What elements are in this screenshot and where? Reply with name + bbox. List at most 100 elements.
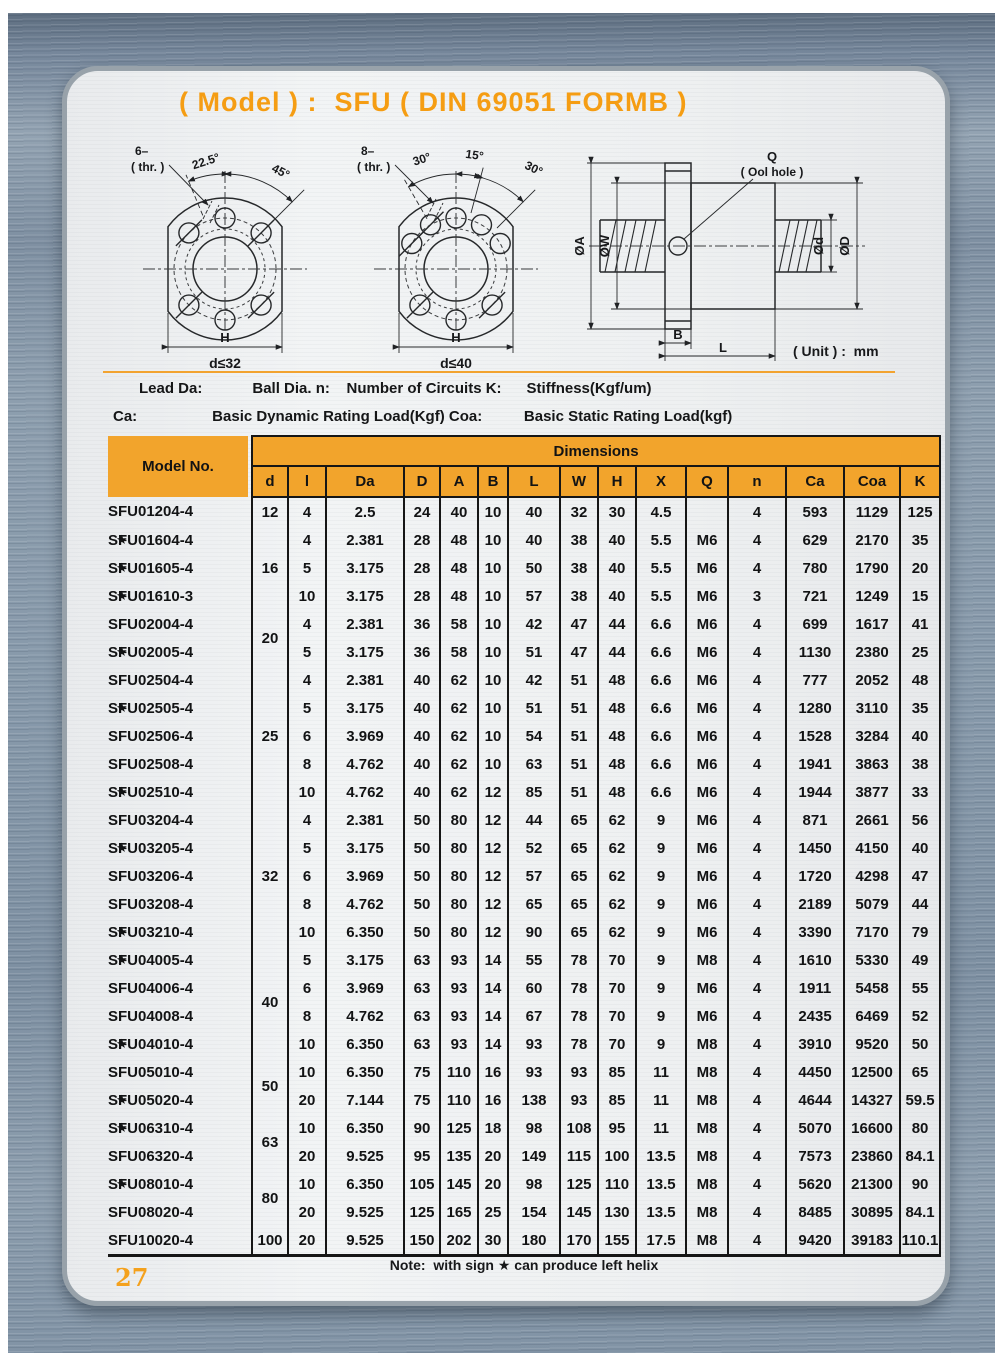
cell-Da: 4.762 <box>325 890 404 918</box>
cell-X: 6.6 <box>635 666 686 694</box>
cell-Coa: 5079 <box>843 890 900 918</box>
cell-Coa: 2661 <box>843 806 900 834</box>
cell-l: 8 <box>287 890 326 918</box>
cell-l: 6 <box>287 974 326 1002</box>
cell-l: 4 <box>287 526 326 554</box>
d-max-label: d≤40 <box>440 355 472 371</box>
cell-Ca: 9420 <box>785 1226 844 1257</box>
cell-L: 180 <box>507 1226 560 1257</box>
model-number: SFU02004-4 <box>108 615 194 633</box>
column-header-H: H <box>597 465 637 498</box>
cell-L: 98 <box>507 1170 560 1198</box>
left-helix-star-icon: ★ <box>116 1036 128 1051</box>
cell-Ca: 1450 <box>785 834 844 862</box>
cell-Ca: 5070 <box>785 1114 844 1142</box>
cell-A: 93 <box>439 946 478 974</box>
cell-Q: M6 <box>685 694 728 722</box>
cell-H: 40 <box>597 526 636 554</box>
model-number: SFU02505-4 <box>108 699 194 717</box>
cell-n: 4 <box>727 694 786 722</box>
cell-Ca: 629 <box>785 526 844 554</box>
cell-D: 40 <box>403 666 440 694</box>
model-cell: ★ SFU02005-4 <box>108 638 248 666</box>
cell-D: 40 <box>403 778 440 806</box>
cell-L: 54 <box>507 722 560 750</box>
cell-Ca: 777 <box>785 666 844 694</box>
cell-Da: 3.969 <box>325 974 404 1002</box>
model-number: SFU04006-4 <box>108 979 194 997</box>
cell-l: 5 <box>287 638 326 666</box>
model-cell: ★ SFU03205-4 <box>108 834 248 862</box>
gap-cell <box>248 778 252 806</box>
cell-H: 130 <box>597 1198 636 1226</box>
cell-D: 36 <box>403 638 440 666</box>
cell-D: 105 <box>403 1170 440 1198</box>
cell-K: 65 <box>898 1058 942 1086</box>
cell-Ca: 593 <box>785 497 844 526</box>
table-row: SFU04008-4 8 4.762 63 93 14 67 78 70 9 M6 4 2435 6469… <box>108 1002 942 1030</box>
cell-H: 40 <box>597 554 636 582</box>
cell-Coa: 2380 <box>843 638 900 666</box>
left-helix-star-icon: ★ <box>116 924 128 939</box>
cell-Q: M6 <box>685 722 728 750</box>
model-cell: ★ SFU04010-4 <box>108 1030 248 1058</box>
cell-X: 9 <box>635 974 686 1002</box>
footnote: Note: with sign ★ can produce left helix <box>389 1257 659 1273</box>
cell-Da: 9.525 <box>325 1198 404 1226</box>
cell-L: 63 <box>507 750 560 778</box>
cell-K: 79 <box>898 918 942 946</box>
cell-Coa: 3110 <box>843 694 900 722</box>
cell-l: 5 <box>287 946 326 974</box>
column-header-Q: Q <box>685 465 729 498</box>
cell-Coa: 1790 <box>843 554 900 582</box>
cell-Ca: 1720 <box>785 862 844 890</box>
cell-W: 51 <box>559 750 598 778</box>
column-header-X: X <box>635 465 687 498</box>
cell-Coa: 1617 <box>843 610 900 638</box>
model-number: SFU01204-4 <box>108 503 194 520</box>
cell-n: 4 <box>727 750 786 778</box>
cell-Da: 4.762 <box>325 778 404 806</box>
gap-cell <box>248 694 252 722</box>
angle-15-label: 15° <box>465 147 485 163</box>
cell-Q: M8 <box>685 1030 728 1058</box>
table-row: SFU03204-4 32 4 2.381 50 80 12 44 65 62 9 M6 4 871 266… <box>108 806 942 946</box>
column-header-Da: Da <box>325 465 405 498</box>
model-number: SFU01605-4 <box>108 559 194 577</box>
cell-D: 40 <box>403 722 440 750</box>
cell-Q: M8 <box>685 1058 728 1086</box>
cell-A: 80 <box>439 806 478 834</box>
table-row: ★ SFU02505-4 5 3.175 40 62 10 51 51 48 6.6 M6 4 1280 3… <box>108 694 942 722</box>
gap-cell <box>248 834 252 862</box>
cell-W: 78 <box>559 974 598 1002</box>
table-row: ★ SFU02510-4 10 4.762 40 62 12 85 51 48 6.6 M6 4 1944… <box>108 778 942 806</box>
cell-Coa: 3877 <box>843 778 900 806</box>
cell-L: 154 <box>507 1198 560 1226</box>
cell-D: 63 <box>403 974 440 1002</box>
cell-X: 13.5 <box>635 1170 686 1198</box>
table-row: ★ SFU03210-4 10 6.350 50 80 12 90 65 62 9 M6 4 3390 71… <box>108 918 942 946</box>
cell-B: 12 <box>477 918 508 946</box>
cell-Da: 9.525 <box>325 1226 404 1257</box>
cell-L: 57 <box>507 862 560 890</box>
cell-D: 75 <box>403 1058 440 1086</box>
table-row: SFU02508-4 8 4.762 40 62 10 63 51 48 6.6 M6 4 1941 38… <box>108 750 942 778</box>
spec-table-body: SFU01204-4 12 4 2.5 24 40 10 40 32 30 4.5 4 593 1129 1… <box>108 497 942 1257</box>
cell-B: 12 <box>477 834 508 862</box>
catalog-page-card: ( Model ) : SFU ( DIN 69051 FORMB ) <box>62 66 950 1306</box>
gap-cell <box>248 974 252 1002</box>
cell-B: 14 <box>477 974 508 1002</box>
cell-K: 38 <box>898 750 942 778</box>
cell-B: 10 <box>477 694 508 722</box>
cell-W: 47 <box>559 610 598 638</box>
gap-cell <box>248 1002 252 1030</box>
cell-L: 55 <box>507 946 560 974</box>
model-cell: ★ SFU08010-4 <box>108 1170 248 1198</box>
cell-K: 35 <box>898 694 942 722</box>
cell-A: 110 <box>439 1086 478 1114</box>
cell-A: 110 <box>439 1058 478 1086</box>
flange-drawing-6-hole: 6– ( thr. ) 22.5° 45° H d≤32 <box>131 144 307 371</box>
column-header-A: A <box>439 465 479 498</box>
column-header-W: W <box>559 465 599 498</box>
cell-n: 4 <box>727 526 786 554</box>
